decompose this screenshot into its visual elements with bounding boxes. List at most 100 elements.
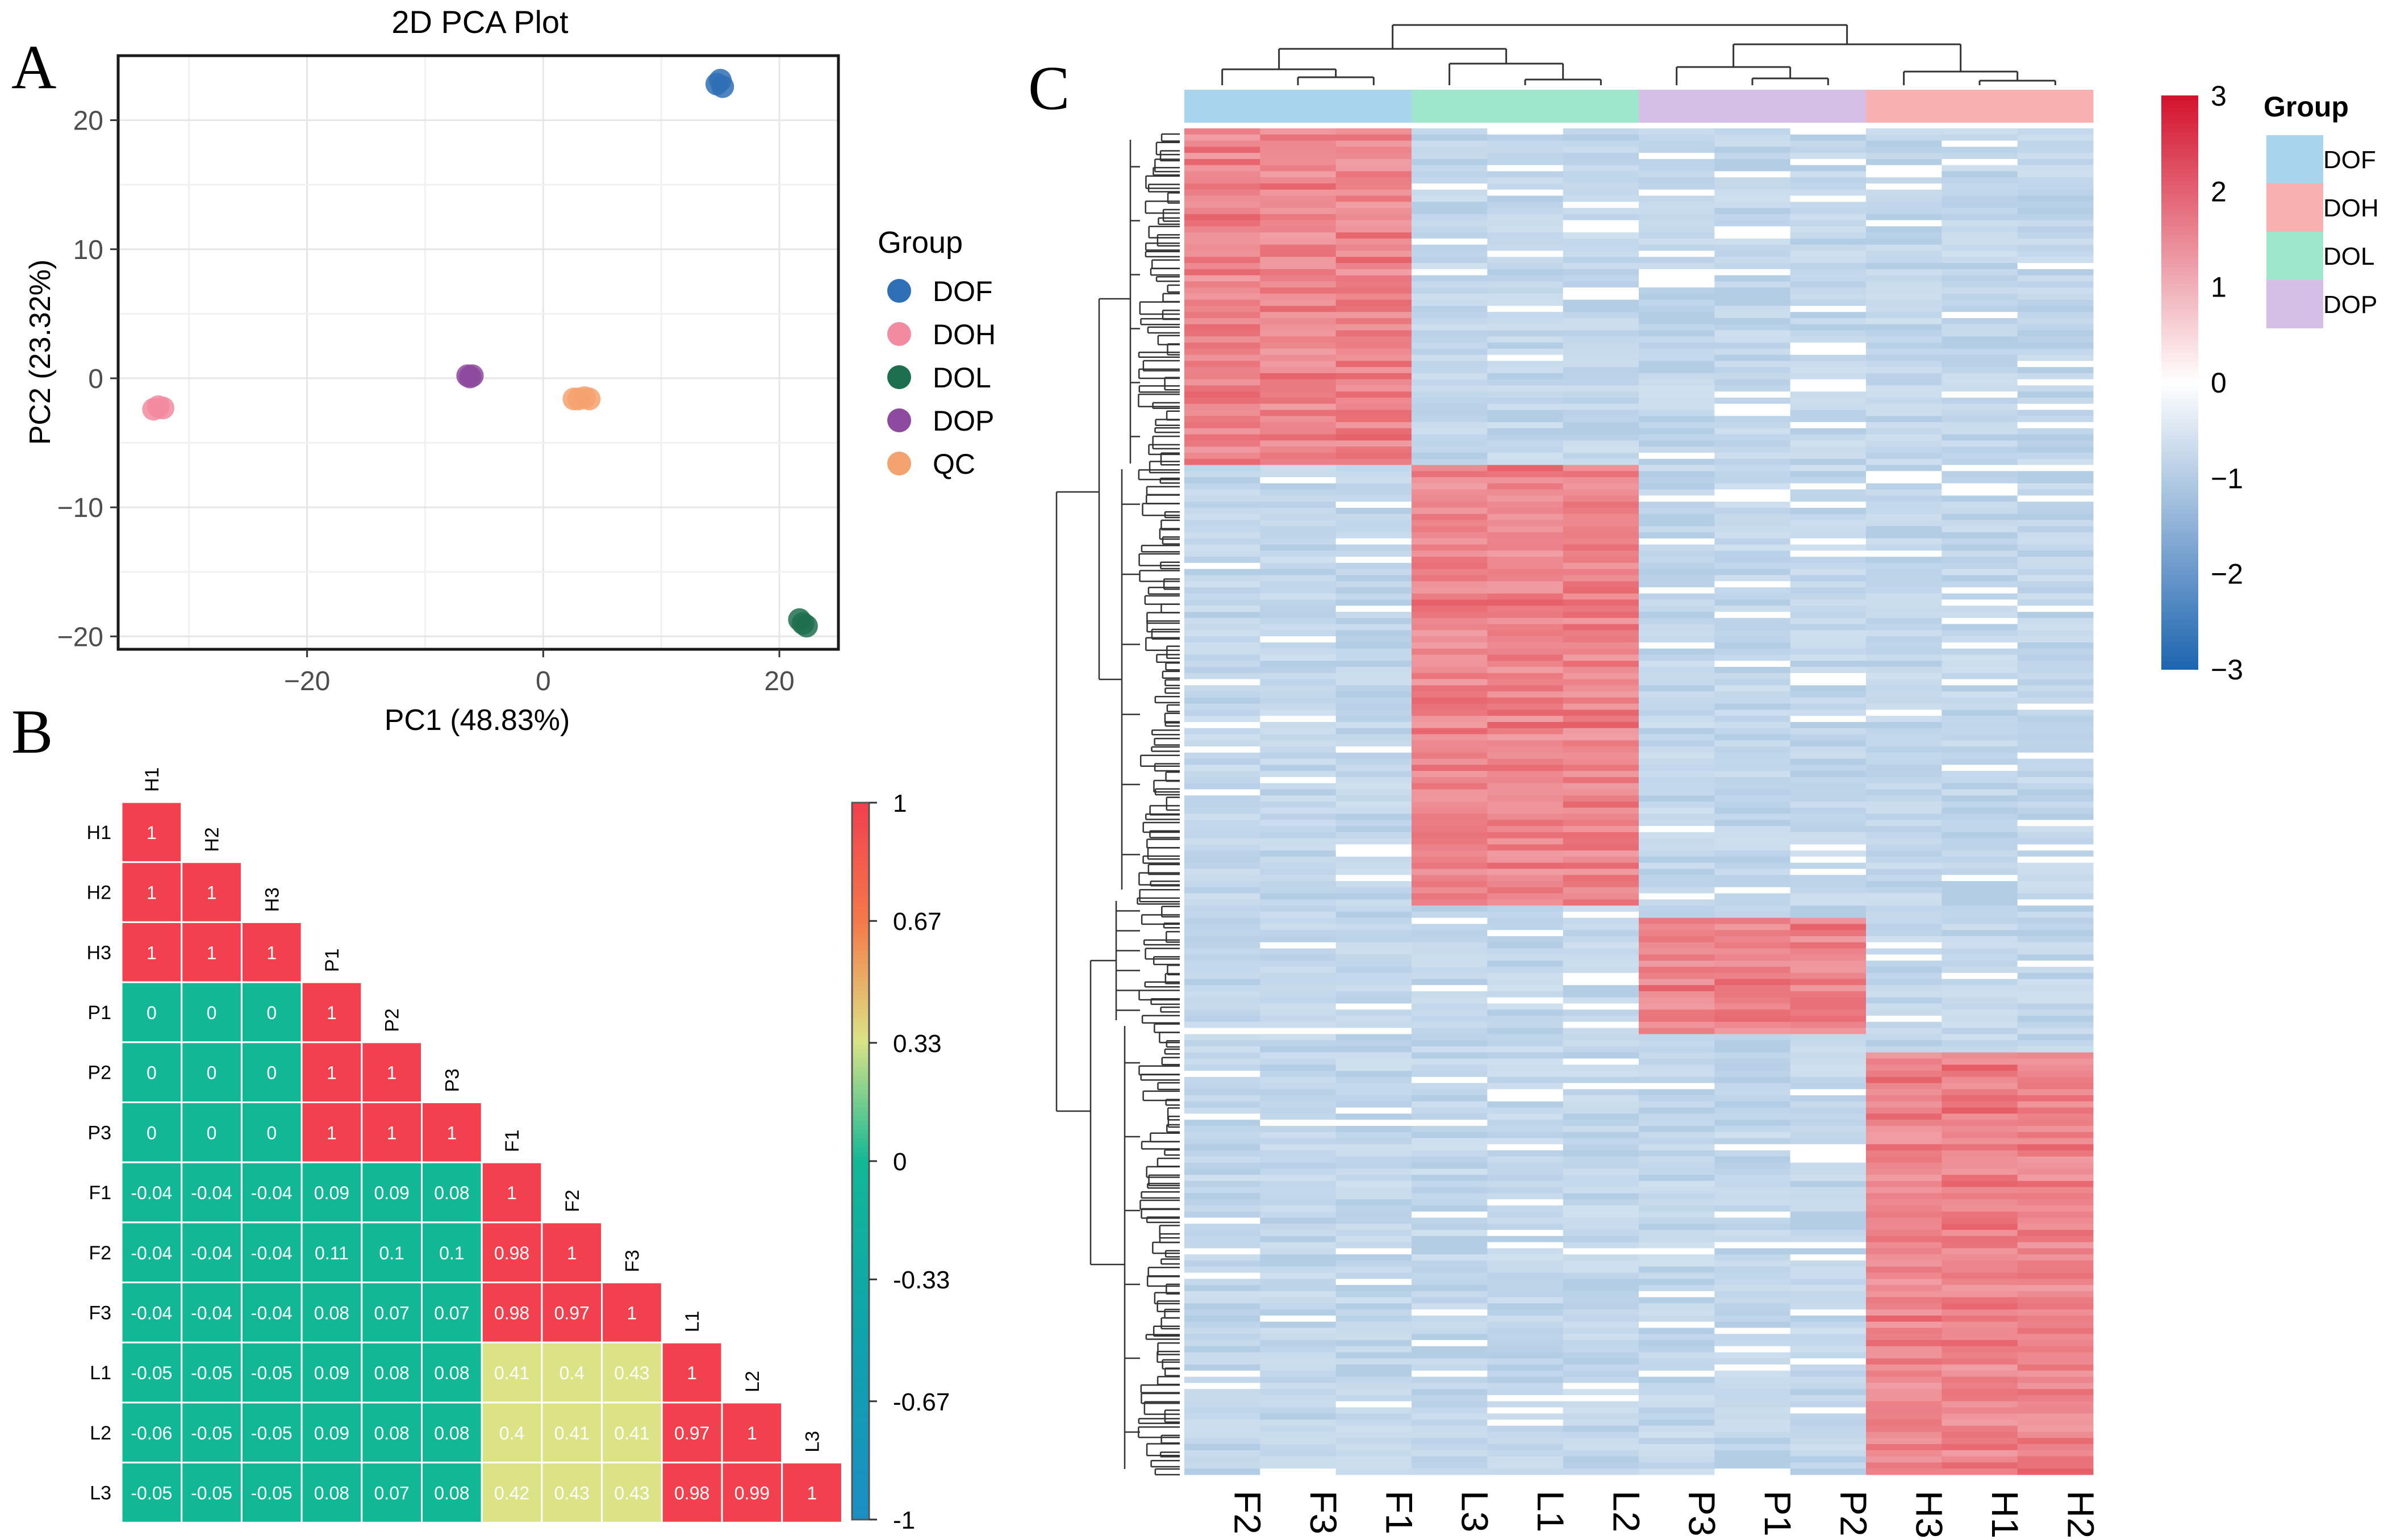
heatmap-cell <box>1412 1095 1488 1102</box>
heatmap-cell <box>1487 1083 1564 1090</box>
heatmap-cell <box>1260 1315 1337 1322</box>
heatmap-cell <box>1335 973 1412 979</box>
heatmap-cell <box>1942 985 2018 992</box>
heatmap-cell <box>1563 905 1639 912</box>
heatmap-cell <box>1184 1242 1260 1249</box>
heatmap-column-label: P1 <box>1757 1491 1799 1537</box>
heatmap-cell <box>1412 1468 1488 1475</box>
heatmap-cell <box>2017 1211 2094 1218</box>
heatmap-cell <box>1335 593 1412 600</box>
heatmap-cell <box>2017 765 2094 771</box>
heatmap-cell <box>1335 1321 1412 1328</box>
heatmap-cell <box>1866 1291 1942 1298</box>
heatmap-cell <box>1866 293 1942 301</box>
heatmap-cell <box>1714 1291 1791 1298</box>
heatmap-cell <box>1639 410 1715 416</box>
heatmap-cell <box>1866 856 1942 863</box>
heatmap-cell <box>1714 1040 1791 1047</box>
heatmap-cell <box>1639 244 1715 251</box>
heatmap-cell <box>1639 416 1715 423</box>
heatmap-cell <box>1335 471 1412 478</box>
heatmap-cell <box>1866 1071 1942 1078</box>
heatmap-colorbar-segment <box>2161 312 2198 318</box>
heatmap-cell <box>1942 1101 2018 1108</box>
heatmap-cell <box>1790 330 1867 337</box>
heatmap-cell <box>1260 1334 1337 1341</box>
heatmap-cell <box>1639 587 1715 594</box>
heatmap-cell <box>1487 636 1564 643</box>
heatmap-colorbar-segment <box>2161 612 2198 617</box>
heatmap-cell <box>1260 862 1337 869</box>
heatmap-cell <box>1563 1217 1639 1224</box>
heatmap-cell <box>1412 887 1488 894</box>
heatmap-cell <box>1563 538 1639 545</box>
heatmap-cell <box>1335 562 1412 570</box>
heatmap-cell <box>1563 1076 1639 1084</box>
heatmap-cell <box>1714 507 1791 515</box>
heatmap-cell <box>1942 1401 2018 1408</box>
heatmap-cell <box>1563 648 1639 655</box>
heatmap-cell <box>1335 1224 1412 1230</box>
heatmap-colorbar-segment <box>2161 657 2198 662</box>
heatmap-cell <box>1335 979 1412 986</box>
heatmap-cell <box>1487 1040 1564 1047</box>
heatmap-cell <box>1184 716 1260 723</box>
heatmap-cell <box>1335 966 1412 974</box>
heatmap-cell <box>1335 1021 1412 1029</box>
heatmap-cell <box>1335 661 1412 667</box>
heatmap-cell <box>2017 648 2094 655</box>
heatmap-cell <box>1714 648 1791 655</box>
correlation-colorbar-segment <box>852 1313 869 1319</box>
heatmap-cell <box>1335 734 1412 741</box>
heatmap-cell <box>1714 1230 1791 1237</box>
heatmap-cell <box>1790 1321 1867 1328</box>
heatmap-cell <box>1866 502 1942 508</box>
heatmap-cell <box>2017 721 2094 729</box>
correlation-panel: B 11 11 1 10 0 0 10 0 0 1 10 0 0 1 1 1-0.04 -0.04 -0.04 0.… <box>11 697 950 1534</box>
correlation-row-label: L1 <box>90 1362 111 1384</box>
heatmap-cell <box>1184 691 1260 698</box>
heatmap-cell <box>2017 361 2094 368</box>
heatmap-cell <box>1790 1364 1867 1371</box>
group-bar-dop <box>1790 90 1867 123</box>
heatmap-cell <box>1412 171 1488 178</box>
heatmap-cell <box>1487 1150 1564 1157</box>
heatmap-cell <box>1487 385 1564 392</box>
heatmap-cell <box>1335 1468 1412 1475</box>
heatmap-cell <box>1412 1444 1488 1451</box>
heatmap-cell <box>1412 624 1488 631</box>
heatmap-cell <box>2017 905 2094 912</box>
heatmap-cell <box>1942 1297 2018 1304</box>
pca-title: 2D PCA Plot <box>391 4 569 40</box>
heatmap-cell <box>1335 820 1412 827</box>
correlation-colorbar-segment <box>852 1031 869 1037</box>
heatmap-cell <box>1714 416 1791 423</box>
heatmap-column-label: L1 <box>1530 1491 1572 1532</box>
heatmap-cell <box>1866 1009 1942 1016</box>
heatmap-cell <box>1790 1205 1867 1212</box>
heatmap-cell <box>1942 746 2018 753</box>
heatmap-cell <box>1184 1248 1260 1255</box>
heatmap-cell <box>1790 1279 1867 1286</box>
heatmap-cell <box>1714 673 1791 680</box>
heatmap-cell <box>1942 875 2018 882</box>
heatmap-cell <box>1412 1285 1488 1292</box>
heatmap-cell <box>1866 844 1942 851</box>
correlation-colorbar-segment <box>852 1071 869 1077</box>
heatmap-cell <box>1866 1175 1942 1182</box>
heatmap-cell <box>1942 961 2018 967</box>
heatmap-cell <box>1412 1254 1488 1261</box>
heatmap-cell <box>1260 1266 1337 1273</box>
heatmap-colorbar-segment <box>2161 308 2198 314</box>
heatmap-cell <box>1184 783 1260 790</box>
heatmap-cell <box>1942 1065 2018 1071</box>
heatmap-cell <box>1412 287 1488 294</box>
heatmap-cell <box>1563 1401 1639 1408</box>
heatmap-cell <box>2017 171 2094 178</box>
heatmap-cell <box>1487 1125 1564 1133</box>
heatmap-cell <box>1487 997 1564 1004</box>
correlation-colorbar-segment <box>852 1233 869 1238</box>
group-bar-dof <box>1335 90 1412 123</box>
heatmap-cell <box>1335 330 1412 337</box>
